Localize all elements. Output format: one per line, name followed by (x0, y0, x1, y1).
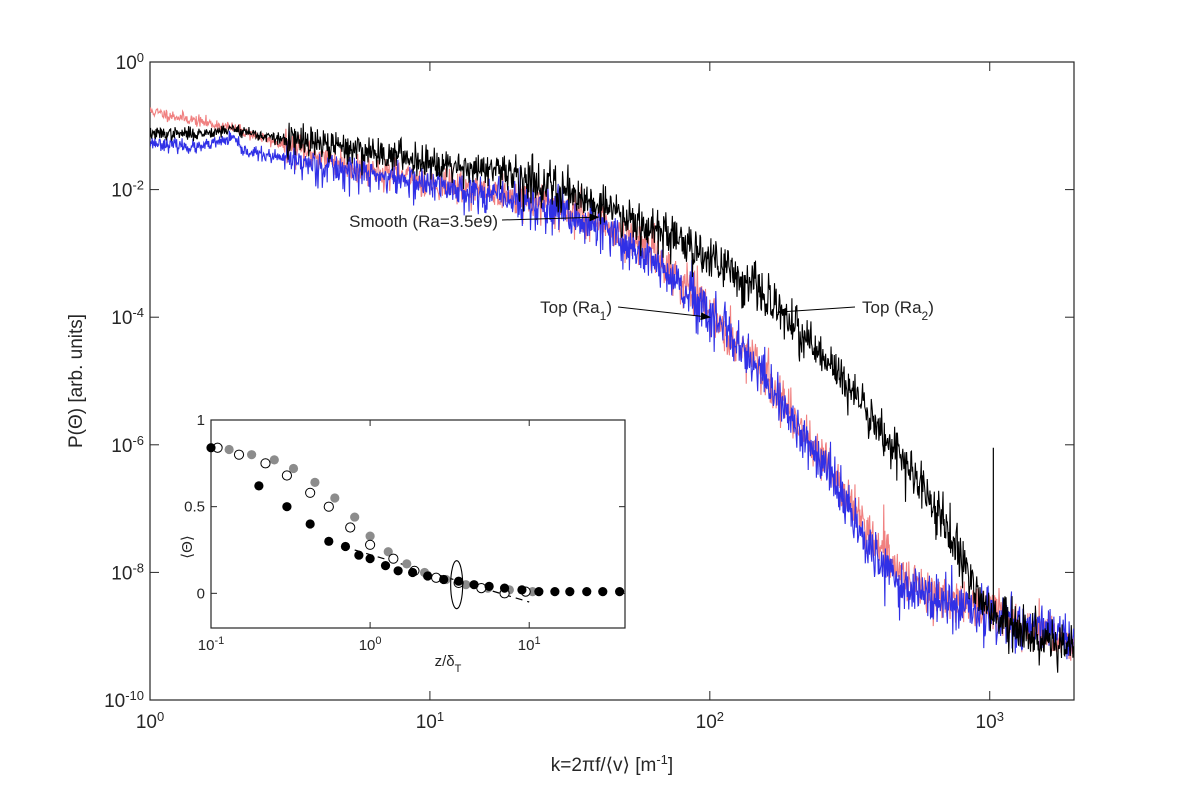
inset-ticks: 10-1 100 101 0 0.5 1 (184, 412, 625, 654)
main-y-tick-label: 10-2 (111, 177, 144, 202)
main-x-tick-label: 101 (416, 709, 444, 734)
main-y-tick-label: 10-6 (111, 432, 144, 457)
inset-highlight-ellipse (450, 560, 464, 610)
inset-point-gray-filled (247, 450, 257, 460)
inset-point-black-filled (598, 587, 608, 597)
inset-point-black-filled (423, 571, 433, 581)
inset-series (206, 442, 625, 610)
inset-point-gray-filled (269, 455, 279, 465)
inset-point-black-filled (517, 585, 527, 595)
inset-point-black-filled (365, 554, 375, 564)
inset-point-black-filled (534, 587, 544, 597)
inset-point-black-filled (305, 519, 315, 529)
inset-point-black-filled (439, 574, 449, 585)
inset-point-open (305, 487, 316, 498)
inset-x-tick-label: 10-1 (198, 635, 224, 654)
inset-point-open (260, 458, 271, 469)
inset-point-black-filled (565, 587, 575, 597)
annotation-label: Top (Ra2) (862, 298, 934, 323)
inset-point-open (323, 501, 334, 512)
inset-point-gray-filled (527, 587, 538, 597)
main-x-tick-label: 100 (136, 709, 164, 734)
inset-point-black-filled (499, 583, 510, 593)
inset-point-black-filled (484, 581, 494, 592)
inset-point-gray-filled (330, 493, 340, 503)
series-line-2 (150, 130, 1074, 660)
inset-point-black-filled (469, 580, 479, 590)
main-x-tick-label: 103 (976, 709, 1004, 734)
inset-plot-box (210, 419, 626, 629)
inset-y-axis-label: ⟨Θ⟩ (179, 535, 196, 558)
inset-point-black-filled (254, 481, 264, 491)
inset-point-black-filled (354, 550, 364, 560)
main-x-tick-label: 102 (696, 709, 724, 734)
inset-y-tick-label: 0 (197, 585, 205, 602)
main-y-axis-label: P(Θ) [arb. units] (66, 314, 87, 448)
inset-fit-line (354, 549, 530, 603)
annotation-label: Smooth (Ra=3.5e9) (349, 212, 498, 231)
inset-point-gray-filled (383, 547, 393, 557)
inset-point-gray-filled (350, 512, 360, 522)
main-y-tick-label: 10-8 (111, 560, 144, 585)
inset-point-open (345, 522, 356, 533)
inset-point-open (233, 449, 245, 460)
inset-point-black-filled (408, 567, 418, 578)
inset-point-black-filled (282, 502, 292, 512)
inset-point-open (388, 553, 399, 564)
annotation-arrow (501, 213, 600, 222)
annotation-arrow (776, 306, 856, 316)
inset-y-tick-label: 1 (197, 412, 205, 429)
inset-x-tick-label: 101 (518, 635, 541, 654)
inset-point-black-filled (380, 561, 391, 571)
inset-point-black-filled (324, 536, 334, 546)
inset-point-black-filled (340, 541, 351, 552)
annotation-arrow (617, 306, 711, 321)
main-series (150, 107, 1074, 673)
inset-point-open (281, 470, 293, 481)
inset-point-black-filled (454, 576, 464, 586)
inset-point-black-filled (615, 587, 625, 597)
inset-x-tick-label: 100 (359, 635, 382, 654)
main-y-tick-label: 10-10 (104, 688, 144, 713)
main-y-tick-label: 100 (116, 50, 144, 75)
annotation-label: Top (Ra1) (540, 298, 612, 323)
inset-point-black-filled (550, 587, 560, 597)
inset-point-black-filled (393, 566, 403, 576)
inset-point-gray-filled (310, 477, 320, 487)
inset-point-black-filled (206, 443, 216, 453)
inset-chart: 10-1 100 101 0 0.5 1 z/δT ⟨Θ⟩ (179, 412, 626, 675)
main-x-axis-label: k=2πf/⟨v⟩ [m-1] (551, 752, 673, 777)
inset-point-black-filled (582, 587, 592, 597)
inset-x-axis-label: z/δT (435, 653, 462, 675)
main-annotations: Smooth (Ra=3.5e9) Top (Ra1) Top (Ra2) (349, 212, 934, 323)
inset-y-tick-label: 0.5 (184, 499, 205, 516)
inset-point-open (365, 539, 376, 550)
main-y-tick-label: 10-4 (111, 305, 144, 330)
series-line-3 (150, 122, 1074, 673)
inset-point-gray-filled (402, 559, 412, 569)
inset-point-gray-filled (224, 444, 234, 455)
inset-point-gray-filled (288, 463, 299, 474)
inset-point-gray-filled (365, 531, 375, 541)
